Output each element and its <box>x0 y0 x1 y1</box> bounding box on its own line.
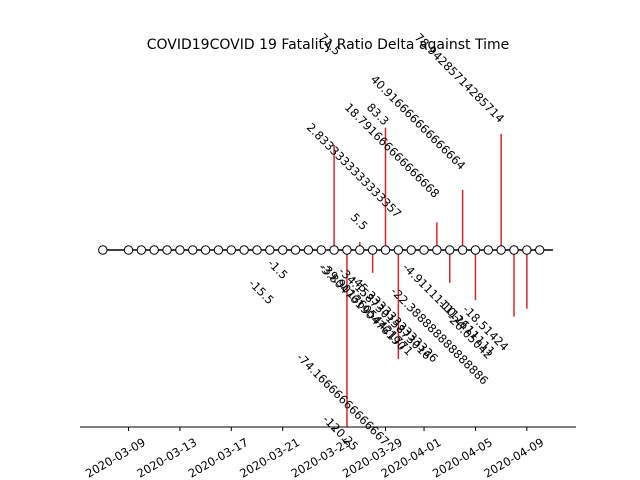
data-label-0: 71.5 <box>316 30 344 58</box>
data-label-10: -39.90136054421771 <box>318 260 416 358</box>
marker-28 <box>470 245 481 255</box>
markers-group <box>98 245 545 255</box>
data-label-7: -1.5 <box>265 256 291 282</box>
marker-26 <box>445 245 455 255</box>
marker-8 <box>213 245 224 255</box>
x-ticks-group: 2020-03-092020-03-132020-03-172020-03-21… <box>83 427 546 480</box>
marker-32 <box>522 245 532 255</box>
marker-30 <box>496 245 506 255</box>
marker-12 <box>265 245 275 255</box>
marker-27 <box>457 245 468 255</box>
marker-4 <box>162 245 172 255</box>
data-label-4: 18.791666666666668 <box>342 100 442 200</box>
marker-25 <box>432 245 442 255</box>
data-label-6: 5.5 <box>348 210 371 233</box>
marker-17 <box>329 245 339 255</box>
marker-29 <box>483 245 493 255</box>
data-label-8: -15.5 <box>246 276 277 307</box>
marker-7 <box>200 245 211 255</box>
marker-33 <box>535 245 545 255</box>
marker-6 <box>188 245 198 255</box>
marker-18 <box>342 245 352 255</box>
marker-10 <box>239 245 249 255</box>
stems-group <box>269 127 528 427</box>
marker-1 <box>123 245 134 255</box>
data-label-5: 2.8333333333333357 <box>304 120 404 220</box>
marker-21 <box>380 245 391 255</box>
marker-9 <box>226 245 237 255</box>
chart-title: COVID19COVID 19 Fatality Ratio Delta aga… <box>147 37 510 53</box>
marker-14 <box>290 245 301 255</box>
marker-11 <box>252 245 262 255</box>
marker-23 <box>406 245 416 255</box>
marker-20 <box>367 245 378 255</box>
marker-15 <box>303 245 314 255</box>
marker-24 <box>419 245 429 255</box>
marker-31 <box>509 245 519 255</box>
marker-16 <box>316 245 326 255</box>
marker-22 <box>393 245 404 255</box>
marker-13 <box>278 245 288 255</box>
marker-19 <box>355 245 365 255</box>
data-labels-group: 71.5 78.9428571428571440.9166666666666648… <box>246 30 512 453</box>
marker-2 <box>136 245 147 255</box>
marker-0 <box>98 245 108 255</box>
marker-5 <box>175 245 185 255</box>
marker-3 <box>149 245 159 255</box>
